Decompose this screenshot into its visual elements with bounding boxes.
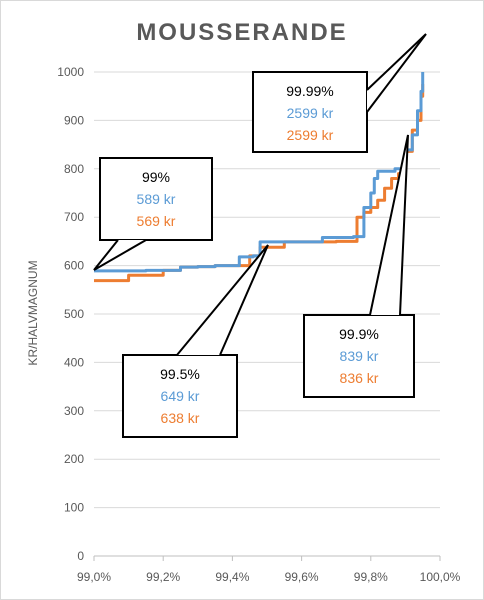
callout-99: 99% 589 kr 569 kr — [93, 157, 213, 271]
x-tick-label: 99,6% — [285, 570, 319, 584]
y-tick-label: 800 — [64, 162, 84, 176]
callout-box — [99, 157, 213, 241]
callout-box — [122, 354, 238, 438]
callout-value-blue: 649 kr — [161, 388, 200, 404]
callout-title: 99.9% — [339, 326, 379, 342]
callout-pointer — [366, 33, 427, 113]
y-tick-label: 0 — [77, 549, 84, 563]
y-tick-label: 700 — [64, 210, 84, 224]
callout-value-orange: 569 kr — [137, 213, 176, 229]
x-tick-label: 99,8% — [354, 570, 388, 584]
callout-value-blue: 589 kr — [137, 191, 176, 207]
x-tick-label: 99,0% — [77, 570, 111, 584]
y-tick-label: 100 — [64, 501, 84, 515]
callout-pointer — [176, 244, 269, 356]
y-axis-label: KR/HALVMAGNUM — [26, 260, 40, 365]
callout-99-9: 99.9% 839 kr 836 kr — [303, 134, 415, 398]
callout-title: 99.5% — [160, 366, 200, 382]
y-tick-label: 900 — [64, 113, 84, 127]
callout-value-orange: 836 kr — [340, 370, 379, 386]
y-tick-label: 500 — [64, 307, 84, 321]
y-tick-label: 200 — [64, 452, 84, 466]
callout-box — [252, 71, 368, 153]
y-tick-label: 1000 — [57, 65, 84, 79]
x-tick-label: 99,2% — [146, 570, 180, 584]
callout-99-99: 99.99% 2599 kr 2599 kr — [252, 33, 427, 153]
callout-pointer — [93, 239, 147, 271]
y-tick-label: 300 — [64, 404, 84, 418]
callout-box — [303, 314, 415, 398]
callouts: 99% 589 kr 569 kr 99.99% 2599 kr 2599 kr 99.5%… — [93, 33, 427, 438]
callout-title: 99% — [142, 169, 170, 185]
callout-value-blue: 2599 kr — [287, 105, 334, 121]
callout-99-5: 99.5% 649 kr 638 kr — [122, 244, 269, 438]
x-tick-label: 100,0% — [420, 570, 461, 584]
y-tick-labels: 0 100 200 300 400 500 600 700 800 900 1000 — [57, 65, 84, 563]
callout-value-orange: 638 kr — [161, 410, 200, 426]
x-tick-labels: 99,0% 99,2% 99,4% 99,6% 99,8% 100,0% — [77, 556, 461, 584]
x-tick-label: 99,4% — [215, 570, 249, 584]
y-tick-label: 400 — [64, 355, 84, 369]
callout-title: 99.99% — [286, 83, 333, 99]
callout-value-orange: 2599 kr — [287, 127, 334, 143]
callout-pointer — [369, 134, 409, 316]
callout-value-blue: 839 kr — [340, 348, 379, 364]
y-tick-label: 600 — [64, 259, 84, 273]
chart-title: MOUSSERANDE — [136, 19, 347, 46]
